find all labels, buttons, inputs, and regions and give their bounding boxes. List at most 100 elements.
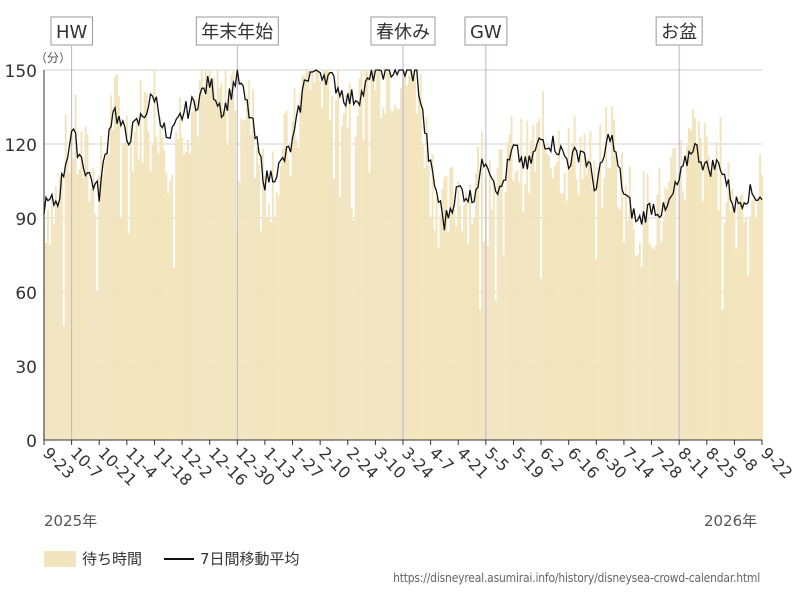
- wait-time-bar: [259, 231, 262, 440]
- wait-time-bar: [261, 148, 264, 440]
- wait-time-bar: [254, 177, 257, 441]
- y-tick-label: 150: [5, 62, 37, 82]
- wait-time-bar: [496, 167, 499, 440]
- wait-time-bar: [147, 131, 150, 440]
- holiday-label-box: [195, 16, 279, 46]
- wait-time-bar: [419, 74, 422, 441]
- wait-time-bar: [165, 172, 168, 440]
- wait-time-bar: [194, 99, 197, 440]
- wait-time-bar: [749, 216, 752, 440]
- wait-time-bar: [281, 148, 284, 440]
- wait-time-bar: [407, 75, 410, 441]
- wait-time-bar: [295, 138, 298, 440]
- wait-time-bar: [457, 181, 460, 441]
- wait-time-bar: [139, 80, 142, 440]
- wait-time-bar: [60, 175, 63, 440]
- wait-time-bar: [719, 116, 722, 441]
- wait-time-bar: [595, 259, 598, 440]
- wait-time-bar: [609, 167, 612, 440]
- wait-time-bar: [396, 108, 399, 440]
- wait-time-bar: [299, 92, 302, 440]
- wait-time-bar: [131, 171, 134, 440]
- wait-time-bar: [670, 156, 673, 440]
- wait-time-bar: [277, 195, 280, 440]
- wait-time-bar: [350, 207, 353, 440]
- wait-time-bar: [536, 122, 539, 440]
- wait-time-bar: [680, 139, 683, 440]
- wait-time-bar: [557, 130, 560, 441]
- wait-time-bar: [425, 116, 428, 440]
- wait-time-bar: [358, 78, 361, 440]
- wait-time-bar: [723, 222, 726, 440]
- wait-time-bar: [96, 292, 99, 440]
- wait-time-bar: [394, 104, 397, 440]
- wait-time-bar: [684, 200, 687, 440]
- wait-time-bar: [222, 111, 225, 441]
- wait-time-bar: [672, 148, 675, 441]
- wait-time-bar: [688, 127, 691, 440]
- wait-time-bar: [368, 172, 371, 440]
- wait-time-bar: [733, 206, 736, 440]
- wait-time-bar: [731, 187, 734, 440]
- wait-time-bar: [327, 70, 330, 440]
- x-tick-label: 9-22: [757, 443, 796, 482]
- wait-time-bar: [747, 275, 750, 440]
- wait-time-bar: [135, 116, 138, 441]
- holiday-label: HW: [56, 22, 88, 43]
- wait-time-bar: [626, 220, 629, 440]
- wait-time-bar: [54, 185, 57, 440]
- wait-time-bar: [279, 165, 282, 440]
- wait-time-bar: [123, 144, 126, 440]
- wait-time-bar: [453, 209, 456, 440]
- wait-time-bar: [303, 76, 306, 440]
- wait-time-bar: [169, 180, 172, 440]
- wait-time-bar: [473, 217, 475, 440]
- wait-time-bar: [703, 123, 706, 440]
- wait-time-bar: [413, 78, 416, 441]
- wait-time-bar: [520, 118, 523, 441]
- wait-time-bar: [630, 208, 633, 440]
- wait-time-bar: [149, 171, 152, 440]
- wait-time-bar: [585, 174, 588, 440]
- wait-time-bar: [163, 150, 166, 440]
- wait-time-bar: [242, 120, 245, 440]
- wait-time-bar: [542, 91, 545, 440]
- wait-time-bar: [532, 124, 535, 440]
- wait-time-bar: [187, 140, 189, 440]
- wait-time-bar: [471, 223, 474, 440]
- wait-time-bar: [753, 196, 756, 440]
- holiday-label: GW: [470, 22, 502, 43]
- wait-time-bar: [447, 232, 450, 440]
- wait-time-bar: [340, 126, 343, 440]
- wait-time-bar: [761, 175, 763, 440]
- wait-time-bar: [392, 111, 395, 440]
- wait-time-bar: [526, 120, 529, 440]
- wait-time-bar: [618, 209, 621, 440]
- wait-time-bar: [157, 152, 160, 441]
- wait-time-bar: [173, 267, 176, 440]
- y-unit-label: （分）: [35, 51, 71, 65]
- wait-time-bar: [514, 171, 517, 440]
- wait-time-bar: [190, 111, 193, 440]
- y-tick-label: 120: [5, 136, 37, 156]
- wait-time-bar: [100, 136, 103, 441]
- end-year-label: 2026年: [704, 512, 758, 530]
- wait-time-bar: [86, 134, 89, 440]
- start-year-label: 2025年: [44, 512, 98, 530]
- wait-time-bar: [188, 153, 191, 440]
- legend-bar-label: 待ち時間: [82, 550, 143, 568]
- wait-time-bar: [218, 88, 221, 441]
- wait-time-bar: [226, 145, 229, 440]
- wait-time-bar: [289, 176, 292, 440]
- wait-time-bar: [84, 126, 87, 440]
- wait-time-bar: [729, 211, 732, 440]
- wait-time-bar: [74, 94, 77, 441]
- wait-time-bar: [660, 241, 663, 440]
- wait-time-bar: [482, 242, 485, 440]
- wait-time-bar: [92, 167, 95, 441]
- wait-time-bar: [153, 70, 156, 440]
- wait-time-bar: [427, 165, 430, 441]
- wait-time-bar: [741, 194, 744, 440]
- wait-time-bar: [656, 194, 659, 440]
- wait-time-bar: [301, 74, 304, 440]
